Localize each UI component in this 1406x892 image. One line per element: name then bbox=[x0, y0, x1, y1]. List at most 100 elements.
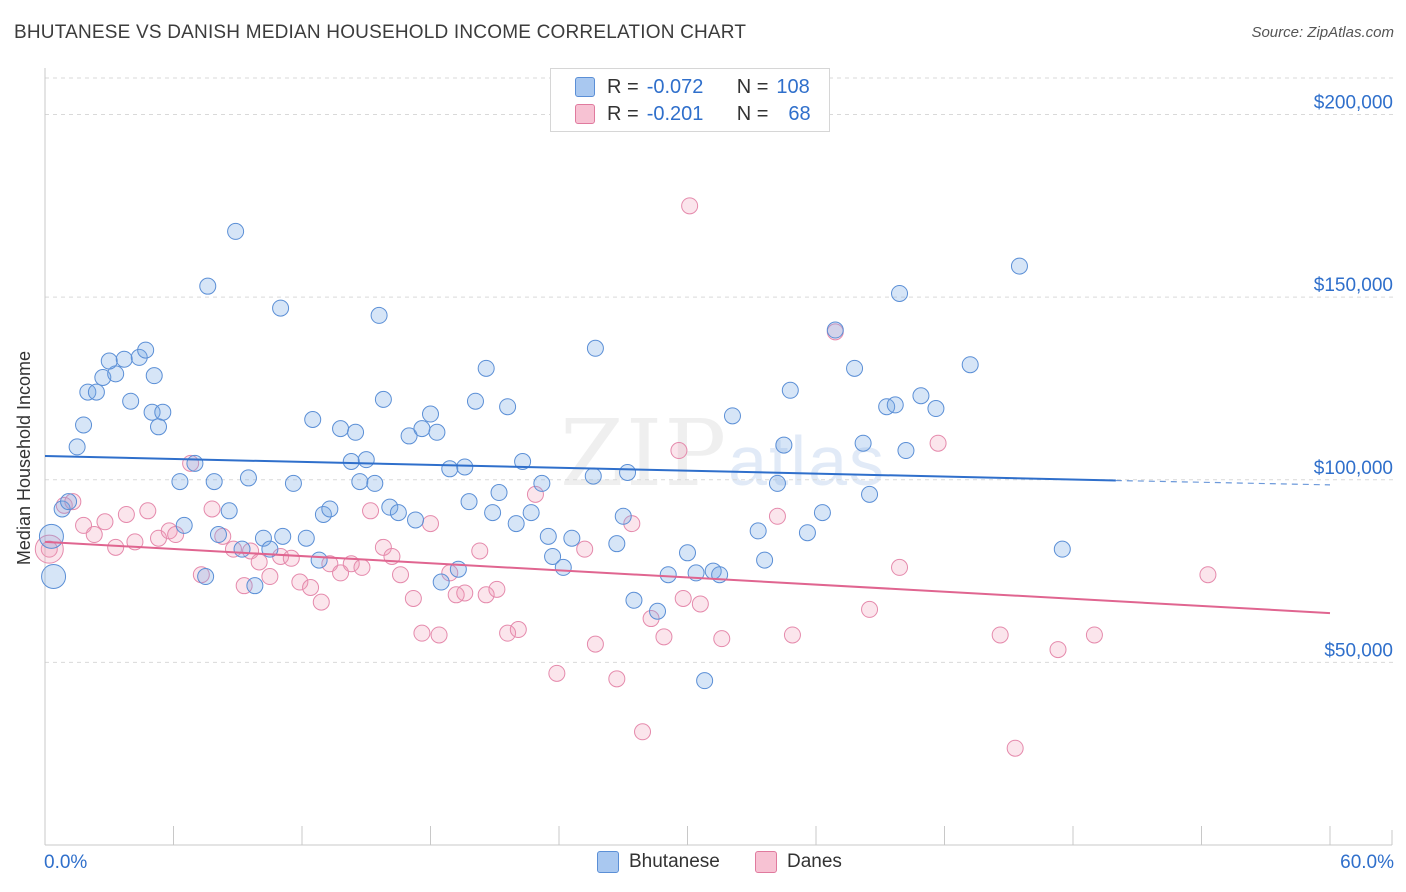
danes-point bbox=[674, 589, 692, 607]
bhutanese-point bbox=[272, 299, 290, 317]
bhutanese-point bbox=[614, 507, 632, 525]
danes-point bbox=[586, 635, 604, 653]
bhutanese-point bbox=[199, 277, 217, 295]
bhutanese-point bbox=[539, 527, 557, 545]
bhutanese-point bbox=[227, 222, 245, 240]
y-tick-label: $150,000 bbox=[1314, 275, 1393, 296]
danes-point bbox=[374, 538, 392, 556]
bhutanese-point bbox=[826, 321, 844, 339]
danes-point bbox=[422, 515, 439, 533]
danes-point bbox=[713, 630, 731, 648]
danes-point bbox=[312, 593, 330, 611]
bhutanese-point bbox=[854, 434, 872, 452]
legend-swatch-danes bbox=[575, 104, 595, 124]
danes-point bbox=[655, 628, 673, 646]
bhutanese-point bbox=[239, 469, 257, 487]
bhutanese-point bbox=[53, 500, 71, 518]
axes bbox=[44, 68, 1393, 846]
danes-point bbox=[488, 580, 506, 598]
y-axis-label-wrap: Median Household Income bbox=[14, 244, 35, 565]
bhutanese-point bbox=[544, 547, 562, 565]
danes-point bbox=[456, 584, 474, 602]
legend-r-value: -0.072 bbox=[646, 75, 704, 98]
bhutanese-point bbox=[154, 403, 172, 421]
bhutanese-point bbox=[499, 398, 517, 416]
bhutanese-trend-extension bbox=[1115, 479, 1331, 486]
bhutanese-point bbox=[381, 498, 399, 516]
bhutanese-point bbox=[554, 558, 572, 576]
bhutanese-point bbox=[775, 436, 793, 454]
danes-point bbox=[362, 502, 380, 520]
bhutanese-point bbox=[304, 410, 322, 428]
bhutanese-point bbox=[366, 474, 384, 492]
danes-point bbox=[548, 664, 566, 682]
bhutanese-point bbox=[60, 493, 78, 511]
bhutanese-point bbox=[310, 551, 328, 569]
bhutanese-point bbox=[586, 339, 604, 357]
danes-point bbox=[430, 626, 448, 644]
bhutanese-point bbox=[186, 454, 204, 472]
bhutanese-point bbox=[342, 453, 360, 470]
bhutanese-point bbox=[679, 544, 696, 562]
danes-point bbox=[291, 573, 309, 591]
bhutanese-point bbox=[347, 423, 365, 441]
bhutanese-point bbox=[878, 398, 896, 416]
danes-point bbox=[783, 626, 801, 644]
bhutanese-point bbox=[87, 383, 105, 401]
bhutanese-point bbox=[175, 516, 193, 534]
y-tick-label: $200,000 bbox=[1314, 93, 1393, 114]
bhutanese-point bbox=[846, 359, 864, 377]
danes-point bbox=[404, 589, 422, 607]
bhutanese-point bbox=[625, 591, 643, 609]
danes-point bbox=[499, 624, 517, 642]
bhutanese-point bbox=[813, 504, 831, 522]
bhutanese-point bbox=[68, 438, 86, 456]
danes-point bbox=[250, 553, 268, 571]
danes-point bbox=[1049, 641, 1067, 659]
bhutanese-point bbox=[961, 356, 979, 374]
danes-point bbox=[861, 600, 879, 618]
bhutanese-point bbox=[321, 500, 339, 518]
bottom-legend-label-danes: Danes bbox=[787, 851, 842, 872]
bhutanese-point bbox=[422, 405, 439, 423]
bhutanese-point bbox=[861, 485, 879, 503]
legend-n-value: 68 bbox=[788, 102, 811, 125]
danes-point bbox=[477, 586, 495, 604]
danes-point bbox=[447, 586, 465, 604]
bottom-legend-swatch-bhutanese bbox=[597, 851, 619, 873]
danes-point bbox=[413, 624, 431, 642]
danes-point bbox=[623, 515, 641, 533]
bhutanese-point bbox=[749, 522, 767, 540]
bhutanese-point bbox=[456, 458, 474, 476]
danes-point bbox=[203, 500, 221, 518]
danes-point bbox=[302, 579, 320, 597]
bhutanese-point bbox=[171, 473, 189, 491]
bhutanese-point bbox=[205, 473, 223, 491]
bottom-legend-swatch-danes bbox=[755, 851, 777, 873]
bhutanese-point bbox=[522, 504, 540, 522]
danes-point bbox=[392, 566, 410, 584]
danes-point bbox=[139, 502, 157, 520]
bhutanese-point bbox=[514, 453, 532, 470]
bhutanese-point bbox=[507, 515, 525, 533]
bhutanese-point bbox=[407, 511, 425, 529]
danes-point bbox=[670, 442, 688, 460]
bhutanese-point bbox=[145, 367, 163, 385]
bhutanese-point bbox=[274, 527, 292, 545]
bhutanese-point bbox=[927, 400, 945, 418]
bhutanese-point bbox=[466, 392, 484, 410]
danes-point bbox=[691, 595, 709, 613]
danes-point bbox=[991, 626, 1009, 644]
danes-point bbox=[117, 505, 135, 523]
bhutanese-point bbox=[768, 474, 786, 492]
danes-point bbox=[1199, 566, 1217, 584]
bhutanese-point bbox=[233, 540, 251, 558]
chart-title: BHUTANESE VS DANISH MEDIAN HOUSEHOLD INC… bbox=[14, 22, 747, 43]
watermark-atlas: atlas bbox=[728, 422, 887, 500]
legend-row-bhutanese: R = -0.072 N = 108 bbox=[575, 75, 810, 99]
bhutanese-point bbox=[477, 359, 495, 377]
bhutanese-point bbox=[756, 551, 774, 569]
bhutanese-point bbox=[619, 463, 637, 481]
bhutanese-point bbox=[584, 467, 602, 485]
